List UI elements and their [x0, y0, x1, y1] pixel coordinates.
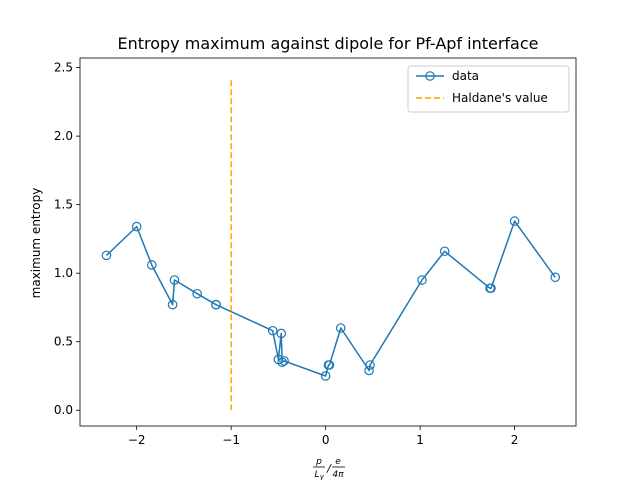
legend-label-haldane: Haldane's value — [452, 91, 548, 105]
x-axis-label: p L y / e 4π — [313, 457, 345, 480]
legend: data Haldane's value — [407, 65, 570, 113]
data-point — [192, 288, 202, 299]
y-tick-label: 2.5 — [54, 61, 73, 75]
data-point — [365, 360, 375, 370]
data-point — [439, 246, 450, 257]
plot-area — [101, 77, 561, 411]
x-label-numerator-e: e — [335, 457, 341, 467]
axes-frame — [79, 57, 577, 427]
data-point — [101, 250, 112, 261]
x-label-denominator-sub-y: y — [319, 473, 325, 480]
axes: −2 −1 0 1 2 0.0 0.5 1.0 1.5 2.0 2.5 — [54, 57, 577, 447]
data-point — [267, 325, 278, 336]
data-point — [131, 221, 142, 232]
x-tick-label: 1 — [416, 433, 424, 447]
data-point — [486, 283, 496, 294]
data-point — [509, 216, 520, 226]
x-label-numerator-p: p — [315, 457, 322, 467]
data-point — [169, 275, 180, 285]
y-tick-label: 1.0 — [54, 266, 73, 280]
x-tick-label: 2 — [511, 433, 519, 447]
data-point — [276, 328, 287, 339]
x-label-denominator-4pi: 4π — [332, 470, 344, 480]
x-tick-label: 0 — [322, 433, 330, 447]
y-tick-label: 0.5 — [54, 335, 73, 349]
data-point — [211, 299, 221, 310]
legend-frame — [407, 65, 570, 113]
data-point — [147, 260, 157, 270]
x-label-denominator-L: L — [314, 470, 319, 480]
x-tick-label: −1 — [222, 433, 240, 447]
y-tick-label: 0.0 — [54, 403, 73, 417]
data-point — [324, 360, 335, 370]
data-point — [417, 275, 427, 285]
legend-label-data: data — [452, 69, 479, 83]
data-point — [335, 323, 346, 333]
data-point — [364, 365, 374, 376]
y-tick-label: 1.5 — [54, 198, 73, 212]
data-point — [167, 299, 178, 310]
y-axis-label: maximum entropy — [29, 188, 43, 299]
data-point — [279, 356, 289, 366]
x-label-slash: / — [326, 462, 332, 475]
legend-swatch-data-marker — [425, 71, 435, 81]
x-tick-label: −2 — [128, 433, 146, 447]
data-point — [550, 272, 561, 283]
chart-title: Entropy maximum against dipole for Pf-Ap… — [117, 34, 538, 53]
data-point — [277, 357, 287, 368]
data-point — [320, 371, 331, 381]
y-tick-label: 2.0 — [54, 129, 73, 143]
